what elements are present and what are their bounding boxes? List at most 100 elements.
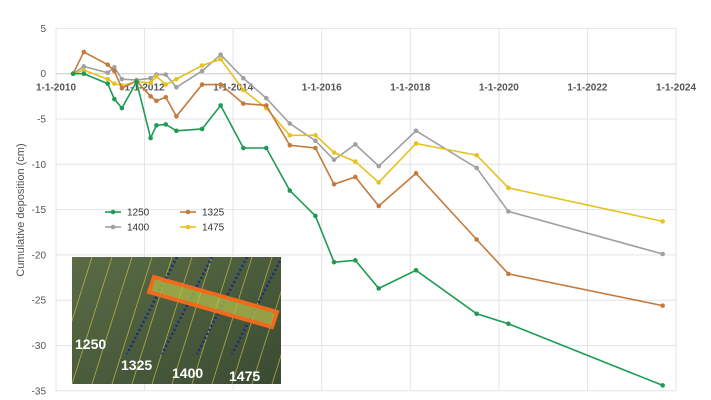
data-point <box>81 71 87 76</box>
data-point <box>148 94 153 99</box>
data-point <box>112 81 117 86</box>
inset-label-1400: 1400 <box>172 365 203 381</box>
x-tick-label: 1-1-2012 <box>125 83 165 94</box>
legend-item-1250: 1250 <box>105 208 150 219</box>
data-point <box>105 81 110 86</box>
data-point <box>163 122 169 127</box>
site-map-inset: 1250 1325 1400 1475 <box>72 257 281 384</box>
data-point <box>660 251 665 257</box>
data-point <box>263 103 269 108</box>
data-point <box>376 203 382 209</box>
data-point <box>163 94 169 100</box>
legend-label: 1475 <box>202 223 225 234</box>
data-point <box>376 180 382 185</box>
legend-label: 1250 <box>127 208 150 219</box>
data-point <box>313 133 318 138</box>
series-lines <box>70 49 665 388</box>
y-tick-label: -10 <box>32 160 47 171</box>
legend-label: 1325 <box>202 208 225 219</box>
data-point <box>474 311 479 317</box>
data-point <box>148 135 153 141</box>
x-tick-label: 1-1-2020 <box>479 83 519 94</box>
data-point <box>154 123 159 128</box>
x-tick-label: 1-1-2014 <box>213 83 253 94</box>
legend-item-1475: 1475 <box>180 223 225 234</box>
data-point <box>506 271 511 277</box>
data-point <box>163 72 169 77</box>
data-point <box>413 128 419 134</box>
x-tick-label: 1-1-2010 <box>36 83 76 94</box>
data-point <box>660 219 665 224</box>
y-tick-label: -5 <box>37 115 46 126</box>
data-point <box>376 286 382 291</box>
data-point <box>263 95 269 101</box>
data-point <box>353 174 358 180</box>
data-point <box>413 268 419 273</box>
data-point <box>154 98 159 104</box>
data-point <box>413 141 419 146</box>
data-point <box>353 142 358 147</box>
y-tick-label: -20 <box>32 250 47 261</box>
transect-line <box>160 257 214 355</box>
data-point <box>287 133 293 138</box>
data-point <box>241 75 246 81</box>
y-tick-label: -25 <box>32 296 47 307</box>
data-point <box>287 142 293 148</box>
transect-line <box>125 257 179 355</box>
data-point <box>81 49 87 55</box>
x-tick-label: 1-1-2018 <box>390 83 430 94</box>
data-point <box>413 171 419 176</box>
data-point <box>199 82 205 87</box>
inset-label-1475: 1475 <box>229 368 260 384</box>
series-1400 <box>70 52 665 257</box>
data-point <box>241 87 246 93</box>
data-point <box>218 103 223 108</box>
data-point <box>105 62 110 67</box>
data-point <box>112 68 117 74</box>
data-point <box>148 75 153 81</box>
data-point <box>119 76 125 82</box>
y-tick-label: -35 <box>32 386 47 397</box>
legend-item-1400: 1400 <box>105 223 150 234</box>
data-point <box>287 188 293 193</box>
data-point <box>218 82 223 87</box>
series-1325 <box>70 49 665 308</box>
y-axis-label: Cumulative deposition (cm) <box>15 143 27 276</box>
data-point <box>199 63 205 68</box>
legend-item-1325: 1325 <box>180 208 225 219</box>
data-point <box>506 185 511 191</box>
inset-label-1325: 1325 <box>121 357 152 373</box>
inset-label-1250: 1250 <box>75 336 106 352</box>
data-point <box>506 209 511 214</box>
data-point <box>70 71 76 76</box>
data-point <box>148 80 153 86</box>
data-point <box>174 84 179 90</box>
data-point <box>474 165 479 171</box>
data-point <box>241 101 246 106</box>
data-point <box>263 145 269 151</box>
data-point <box>199 126 205 132</box>
data-point <box>376 163 382 169</box>
data-point <box>506 321 511 327</box>
data-point <box>112 96 117 102</box>
data-point <box>199 68 205 74</box>
data-point <box>353 159 358 164</box>
x-tick-label: 1-1-2022 <box>567 83 607 94</box>
x-axis-ticks: 1-1-2010 1-1-2012 1-1-2014 1-1-2016 1-1-2018… <box>36 83 696 94</box>
data-point <box>218 56 223 62</box>
data-point <box>112 65 117 70</box>
y-tick-label: 0 <box>40 69 46 80</box>
x-tick-label: 1-1-2016 <box>302 83 342 94</box>
data-point <box>218 52 223 57</box>
y-tick-label: 5 <box>40 24 46 35</box>
data-point <box>163 82 169 87</box>
data-point <box>287 121 293 126</box>
data-point <box>174 128 179 134</box>
data-point <box>660 383 665 388</box>
data-point <box>660 303 665 308</box>
y-axis-ticks: 5 0 -5 -10 -15 -20 -25 -30 -35 <box>32 24 47 397</box>
data-point <box>241 145 246 151</box>
data-point <box>331 259 337 265</box>
data-point <box>331 150 337 155</box>
